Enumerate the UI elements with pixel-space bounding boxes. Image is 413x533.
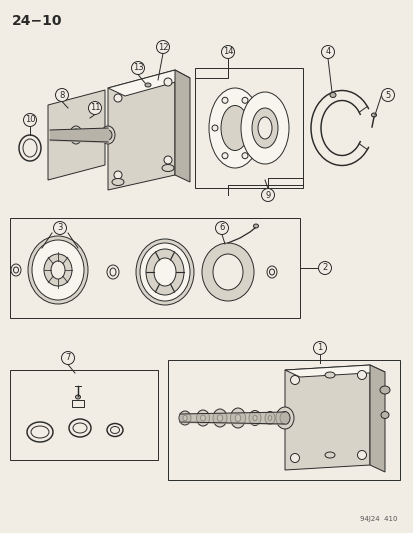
Ellipse shape (101, 126, 115, 144)
Ellipse shape (146, 249, 183, 295)
Bar (10, 218, 299, 318)
Ellipse shape (324, 372, 334, 378)
Ellipse shape (140, 243, 190, 301)
Ellipse shape (200, 415, 205, 421)
Text: 6: 6 (219, 223, 224, 232)
Circle shape (114, 171, 122, 179)
Ellipse shape (268, 416, 271, 421)
Bar (195, 68, 302, 188)
Circle shape (261, 189, 274, 201)
Circle shape (290, 454, 299, 463)
Circle shape (242, 98, 247, 103)
Circle shape (318, 262, 331, 274)
Text: 11: 11 (90, 103, 100, 112)
Ellipse shape (212, 409, 226, 427)
Polygon shape (108, 70, 175, 190)
Text: 13: 13 (133, 63, 143, 72)
Ellipse shape (230, 408, 245, 428)
Text: 5: 5 (385, 91, 390, 100)
Ellipse shape (235, 414, 240, 422)
Bar (72, 400, 84, 407)
Text: 7: 7 (65, 353, 71, 362)
Text: 8: 8 (59, 91, 64, 100)
Ellipse shape (161, 165, 173, 172)
Text: 14: 14 (222, 47, 233, 56)
Ellipse shape (196, 410, 209, 426)
Circle shape (252, 125, 257, 131)
Ellipse shape (104, 130, 112, 140)
Circle shape (156, 41, 169, 53)
Ellipse shape (329, 93, 335, 98)
Text: 3: 3 (57, 223, 62, 232)
Ellipse shape (252, 108, 277, 148)
Ellipse shape (51, 261, 65, 279)
Circle shape (221, 98, 228, 103)
Text: 1: 1 (317, 343, 322, 352)
Circle shape (62, 351, 74, 365)
Circle shape (131, 61, 144, 75)
Circle shape (55, 88, 68, 101)
Circle shape (215, 222, 228, 235)
Ellipse shape (212, 254, 242, 290)
Ellipse shape (370, 113, 375, 117)
Ellipse shape (178, 411, 190, 425)
Ellipse shape (145, 83, 151, 87)
Ellipse shape (240, 92, 288, 164)
Circle shape (321, 45, 334, 59)
Polygon shape (284, 365, 369, 470)
Circle shape (357, 450, 366, 459)
Circle shape (380, 88, 394, 101)
Ellipse shape (32, 240, 84, 300)
Ellipse shape (44, 254, 72, 286)
Circle shape (290, 376, 299, 384)
Ellipse shape (252, 415, 256, 421)
Text: 24−10: 24−10 (12, 14, 62, 28)
Circle shape (242, 153, 247, 159)
Bar (168, 360, 399, 480)
Circle shape (88, 101, 101, 115)
Text: 10: 10 (25, 116, 35, 125)
Polygon shape (48, 90, 105, 180)
Ellipse shape (202, 243, 254, 301)
Polygon shape (108, 70, 190, 96)
Ellipse shape (253, 224, 258, 228)
Ellipse shape (380, 411, 388, 418)
Circle shape (313, 342, 326, 354)
Circle shape (114, 94, 122, 102)
Ellipse shape (154, 258, 176, 286)
Text: 9: 9 (265, 190, 270, 199)
Ellipse shape (275, 407, 293, 429)
Ellipse shape (112, 179, 124, 185)
Ellipse shape (379, 386, 389, 394)
Circle shape (221, 45, 234, 59)
Text: 12: 12 (157, 43, 168, 52)
Ellipse shape (279, 411, 289, 424)
Circle shape (164, 156, 171, 164)
Text: 2: 2 (322, 263, 327, 272)
Ellipse shape (75, 395, 80, 399)
Ellipse shape (209, 88, 260, 168)
Text: 4: 4 (325, 47, 330, 56)
Circle shape (221, 153, 228, 159)
Circle shape (53, 222, 66, 235)
Polygon shape (175, 70, 190, 182)
Ellipse shape (248, 410, 260, 425)
Ellipse shape (136, 239, 194, 305)
Ellipse shape (324, 452, 334, 458)
Ellipse shape (217, 415, 222, 421)
Ellipse shape (28, 236, 88, 304)
Ellipse shape (264, 411, 274, 424)
Bar (10, 370, 158, 460)
Ellipse shape (257, 117, 271, 139)
Circle shape (24, 114, 36, 126)
Ellipse shape (183, 415, 187, 421)
Circle shape (357, 370, 366, 379)
Text: 94J24  410: 94J24 410 (360, 516, 397, 522)
Ellipse shape (221, 106, 248, 150)
Polygon shape (369, 365, 384, 472)
Circle shape (164, 78, 171, 86)
Polygon shape (284, 365, 384, 377)
Circle shape (211, 125, 218, 131)
